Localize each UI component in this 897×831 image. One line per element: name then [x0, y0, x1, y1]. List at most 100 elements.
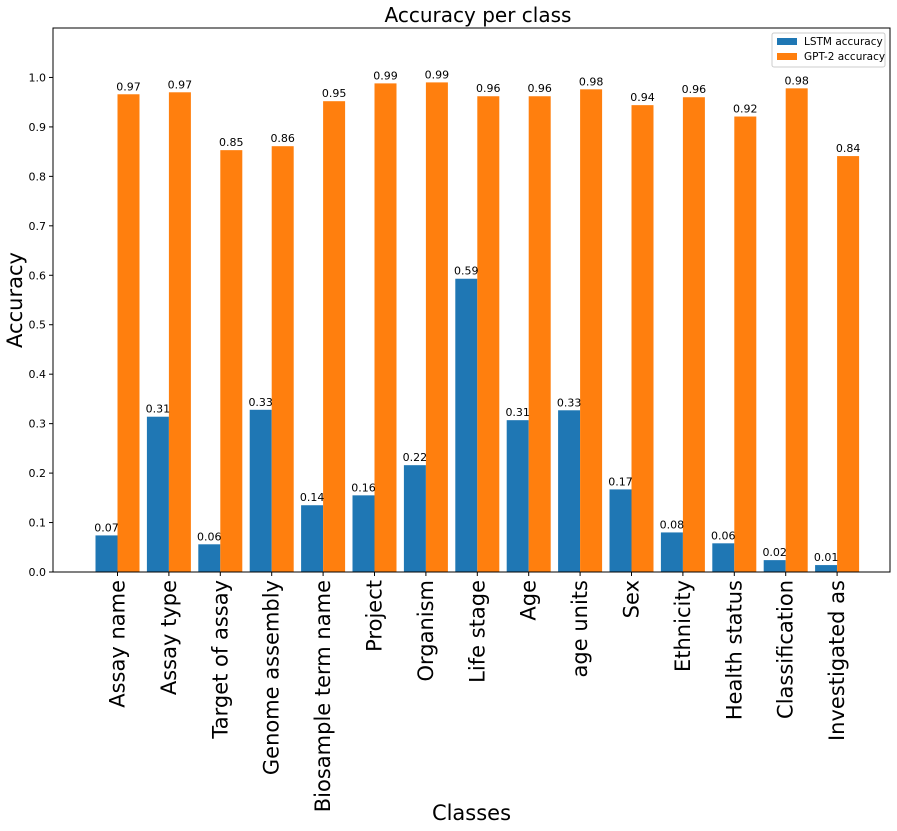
lstm-bar-9 — [558, 410, 581, 572]
lstm-bar-label-0: 0.07 — [94, 521, 119, 534]
gpt2-bar-2 — [220, 150, 243, 573]
x-tick-label-3: Genome assembly — [260, 580, 284, 775]
gpt2-bar-label-2: 0.85 — [219, 136, 244, 149]
y-tick-label-1: 0.1 — [29, 517, 47, 530]
gpt2-bar-label-1: 0.97 — [168, 78, 193, 91]
legend-label-gpt2: GPT-2 accuracy — [804, 51, 885, 63]
bars-group — [95, 82, 860, 573]
gpt2-bar-13 — [785, 88, 808, 573]
lstm-bar-11 — [660, 532, 683, 572]
lstm-bar-10 — [609, 489, 632, 572]
gpt2-bar-label-13: 0.98 — [784, 74, 809, 87]
lstm-bar-label-7: 0.59 — [454, 265, 479, 278]
gpt2-bar-label-7: 0.96 — [476, 82, 501, 95]
x-tick-label-5: Project — [363, 580, 387, 652]
legend-swatch-lstm — [777, 38, 797, 45]
lstm-bar-12 — [712, 543, 735, 572]
gpt2-bar-label-3: 0.86 — [270, 132, 295, 145]
gpt2-bar-8 — [528, 96, 551, 572]
legend-label-lstm: LSTM accuracy — [804, 36, 883, 48]
gpt2-bar-label-6: 0.99 — [425, 68, 450, 81]
x-tick-label-8: Age — [517, 580, 541, 621]
x-tick-label-10: Sex — [620, 580, 644, 618]
legend-swatch-gpt2 — [777, 53, 797, 60]
bar-labels-group: 0.07 0.31 0.06 0.33 0.14 0.16 0.22 0.59 0.31 0.33… — [94, 68, 860, 564]
lstm-bar-6 — [403, 465, 426, 572]
lstm-bar-label-2: 0.06 — [197, 530, 222, 543]
gpt2-bar-10 — [631, 105, 654, 572]
y-tick-label-8: 0.8 — [29, 170, 47, 183]
x-tick-label-12: Health status — [722, 580, 746, 720]
legend: LSTM accuracy GPT-2 accuracy — [771, 32, 886, 68]
lstm-bar-label-9: 0.33 — [557, 396, 582, 409]
y-axis-label: Accuracy — [3, 252, 27, 348]
x-axis-ticks: Assay name Assay type Target of assay Genom… — [106, 572, 849, 812]
gpt2-bar-1 — [168, 92, 191, 573]
gpt2-bar-label-14: 0.84 — [836, 142, 861, 155]
x-tick-label-6: Organism — [414, 580, 438, 682]
y-tick-label-2: 0.2 — [29, 467, 47, 480]
y-tick-label-0: 0.0 — [29, 566, 47, 579]
y-tick-label-3: 0.3 — [29, 418, 47, 431]
lstm-bar-14 — [815, 565, 838, 572]
lstm-bar-13 — [763, 560, 786, 572]
y-tick-label-9: 0.9 — [29, 121, 47, 134]
gpt2-bar-5 — [374, 83, 397, 572]
gpt2-bar-12 — [734, 116, 757, 573]
plot-frame — [52, 27, 891, 573]
chart-title: Accuracy per class — [385, 3, 572, 27]
lstm-bar-label-6: 0.22 — [403, 451, 428, 464]
gpt2-bar-label-12: 0.92 — [733, 103, 758, 116]
gpt2-bar-label-5: 0.99 — [373, 69, 398, 82]
y-axis-ticks: 0.0 0.1 0.2 0.3 0.4 0.5 0.6 0.7 0.8 0.9 1.0 — [29, 71, 53, 579]
lstm-bar-label-13: 0.02 — [762, 546, 787, 559]
lstm-bar-3 — [249, 409, 272, 572]
lstm-bar-label-11: 0.08 — [660, 518, 685, 531]
lstm-bar-label-12: 0.06 — [711, 529, 736, 542]
x-tick-label-0: Assay name — [106, 580, 130, 708]
gpt2-bar-9 — [580, 89, 603, 572]
x-tick-label-4: Biosample term name — [311, 580, 335, 812]
x-tick-label-2: Target of assay — [208, 580, 232, 740]
gpt2-bar-label-9: 0.98 — [579, 75, 604, 88]
lstm-bar-4 — [301, 505, 324, 572]
x-tick-label-11: Ethnicity — [671, 580, 695, 672]
gpt2-bar-14 — [837, 156, 860, 572]
lstm-bar-label-8: 0.31 — [505, 406, 530, 419]
gpt2-bar-11 — [682, 97, 705, 573]
gpt2-bar-7 — [477, 96, 500, 572]
gpt2-bar-6 — [425, 82, 448, 573]
x-tick-label-9: age units — [568, 580, 592, 677]
gpt2-bar-4 — [323, 101, 346, 573]
legend-box — [771, 32, 886, 68]
lstm-bar-8 — [506, 420, 529, 572]
y-tick-label-10: 1.0 — [29, 71, 47, 84]
y-tick-label-6: 0.6 — [29, 269, 47, 282]
gpt2-bar-label-0: 0.97 — [116, 80, 141, 93]
gpt2-bar-0 — [117, 94, 140, 572]
y-tick-label-7: 0.7 — [29, 220, 47, 233]
x-tick-label-13: Classification — [774, 580, 798, 719]
lstm-bar-0 — [95, 535, 118, 572]
x-tick-label-14: Investigated as — [825, 580, 849, 741]
x-tick-label-7: Life stage — [465, 580, 489, 683]
lstm-bar-label-10: 0.17 — [608, 475, 633, 488]
x-axis-label: Classes — [432, 801, 511, 825]
lstm-bar-label-5: 0.16 — [351, 481, 376, 494]
gpt2-bar-label-11: 0.96 — [682, 83, 707, 96]
lstm-bar-label-3: 0.33 — [248, 396, 273, 409]
lstm-bar-1 — [146, 416, 169, 572]
y-tick-label-4: 0.4 — [29, 368, 47, 381]
gpt2-bar-label-10: 0.94 — [630, 91, 655, 104]
lstm-bar-2 — [198, 544, 221, 572]
gpt2-bar-label-4: 0.95 — [322, 87, 347, 100]
gpt2-bar-label-8: 0.96 — [527, 82, 552, 95]
lstm-bar-label-4: 0.14 — [300, 491, 325, 504]
x-tick-label-1: Assay type — [157, 580, 181, 695]
y-tick-label-5: 0.5 — [29, 319, 47, 332]
lstm-bar-label-1: 0.31 — [146, 403, 171, 416]
lstm-bar-label-14: 0.01 — [814, 551, 839, 564]
lstm-bar-7 — [455, 278, 478, 572]
gpt2-bar-3 — [271, 146, 294, 573]
